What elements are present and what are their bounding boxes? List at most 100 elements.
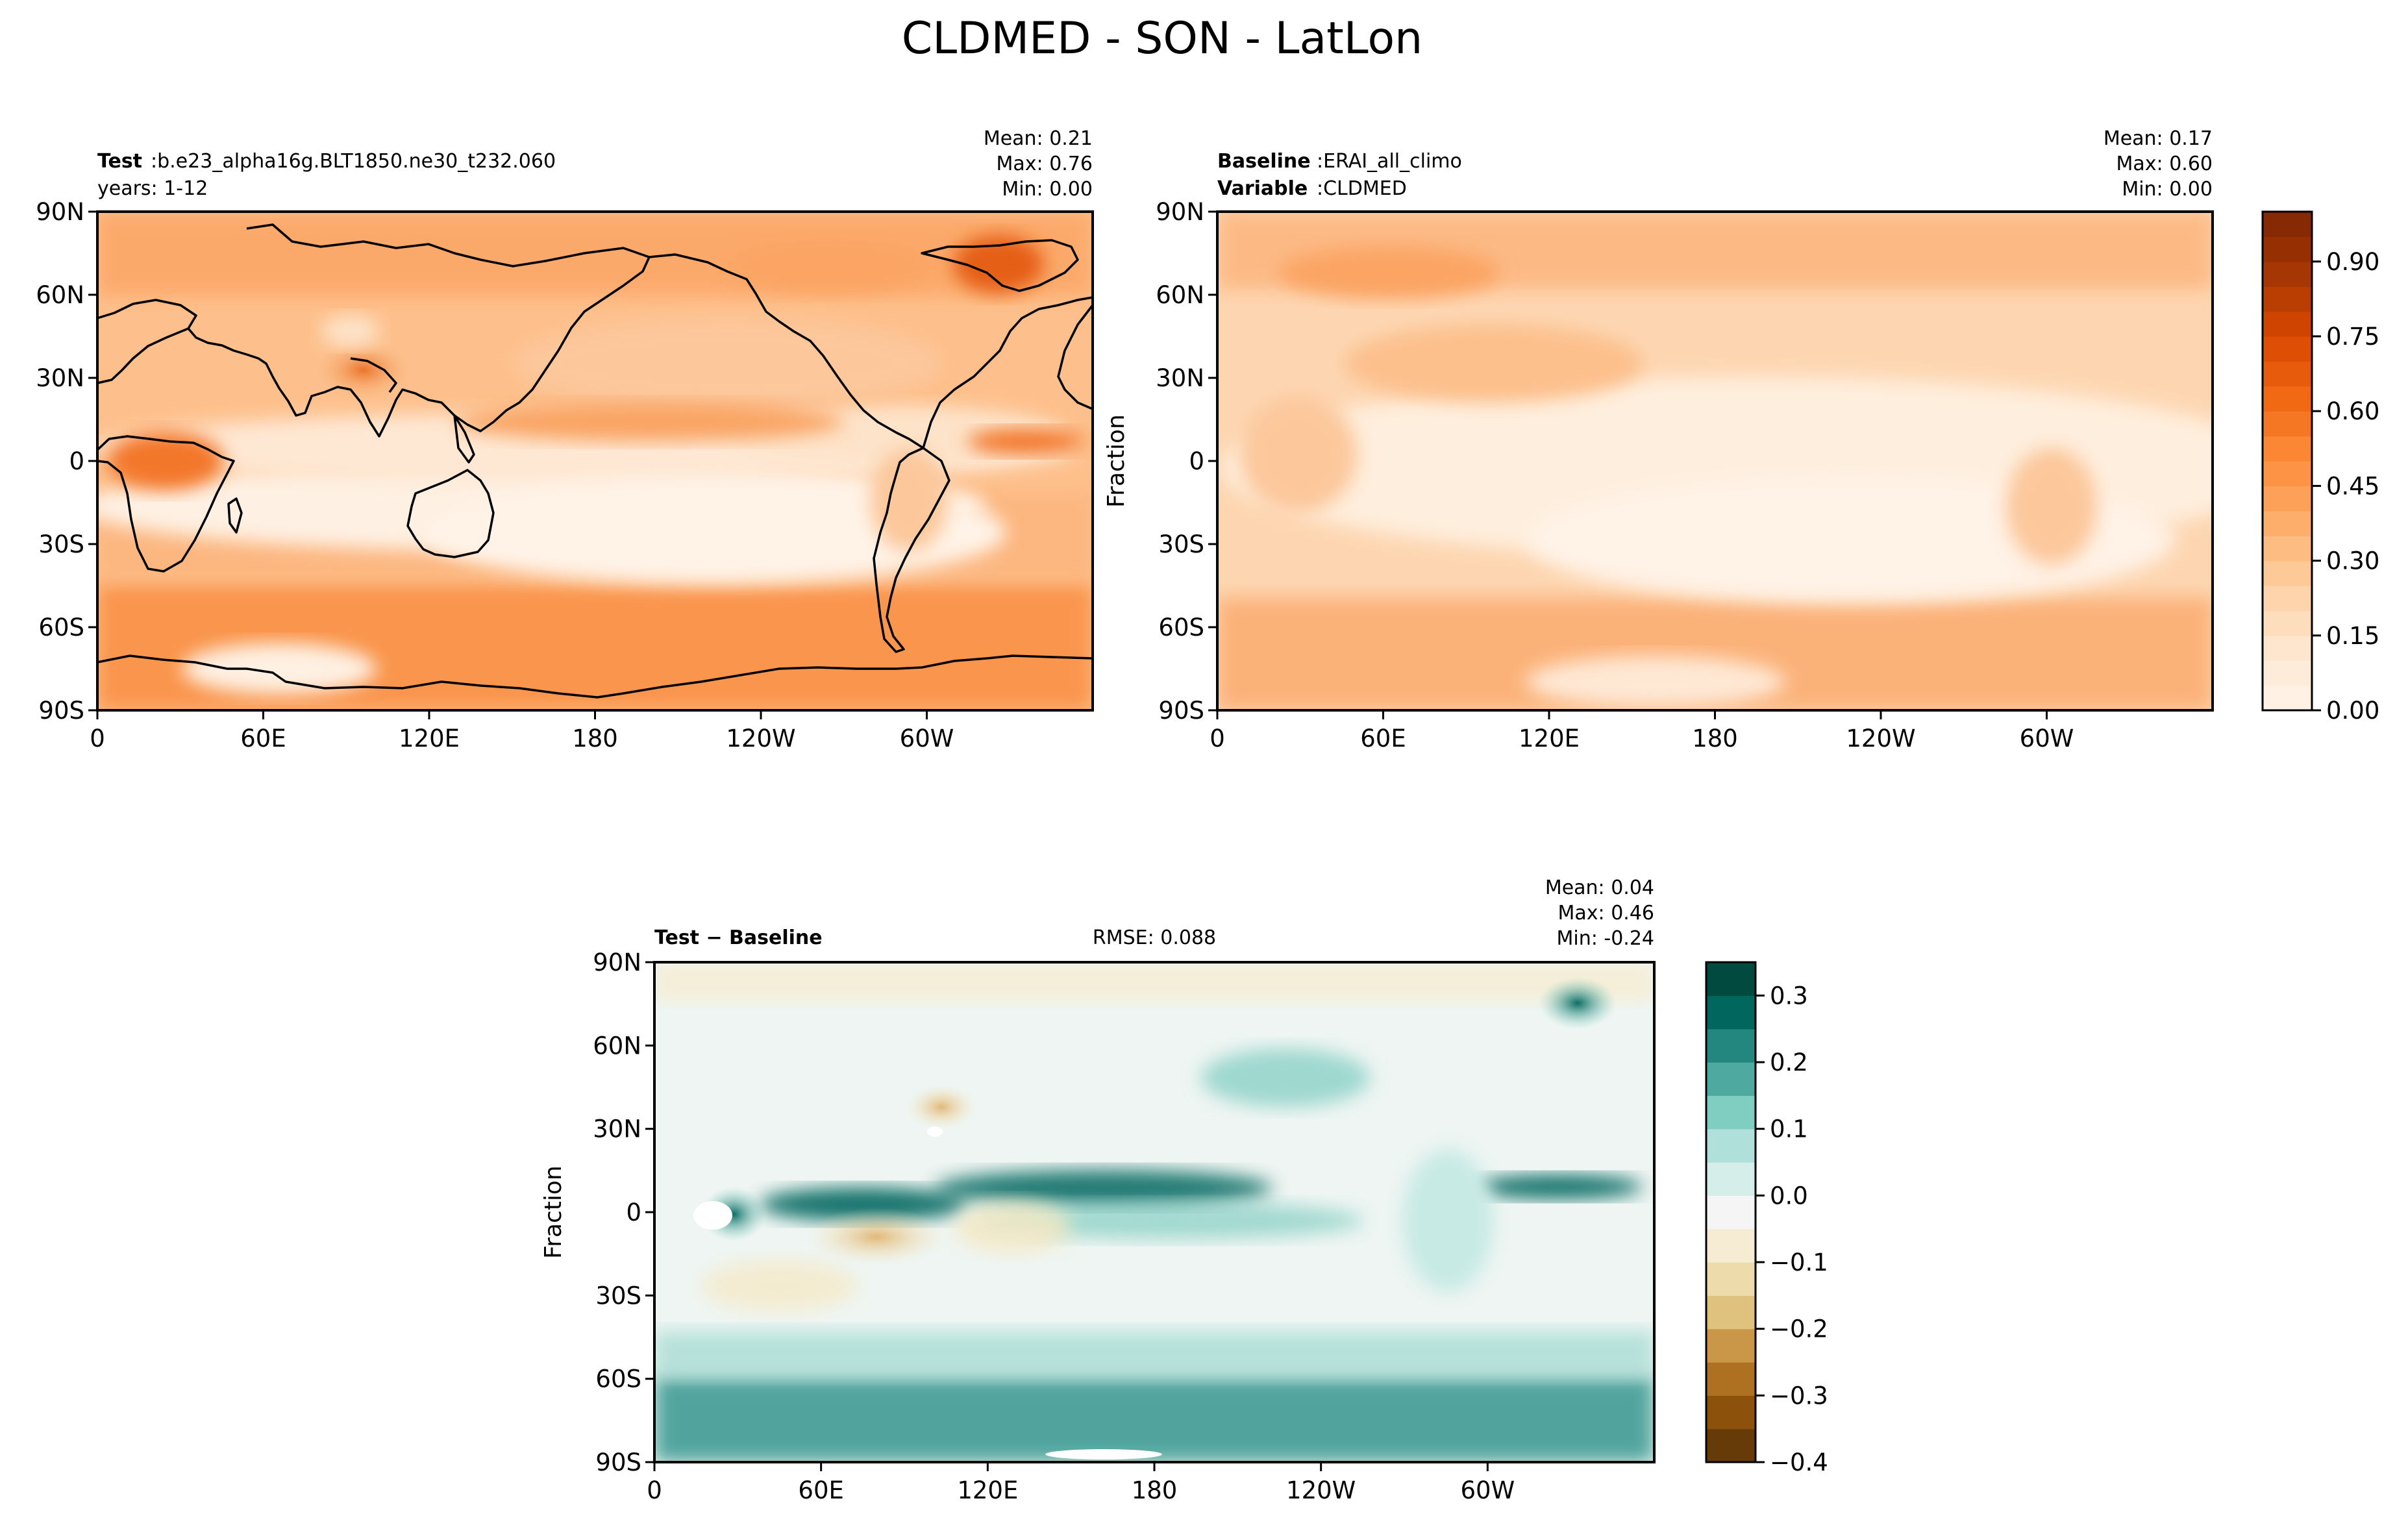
x-tick-label: 0: [90, 725, 105, 752]
colorbar-level: [2263, 411, 2312, 437]
colorbar-level: [1706, 1328, 1756, 1363]
colorbar-level: [2263, 486, 2312, 512]
y-tick-label: 30S: [595, 1282, 641, 1310]
y-tick-label: 60N: [593, 1032, 641, 1060]
colorbar-level: [2263, 536, 2312, 562]
panel-test-max: Max: 0.76: [997, 153, 1093, 175]
panel-diff-max: Max: 0.46: [1558, 902, 1654, 925]
x-tick-label: 180: [572, 725, 618, 752]
colorbar-tick-label: −0.4: [1770, 1448, 1828, 1476]
colorbar-tick-label: 0.0: [1770, 1182, 1808, 1210]
colorbar-tick-label: 0.60: [2326, 397, 2379, 425]
panel-diff-rmse: RMSE: 0.088: [1093, 926, 1216, 949]
y-tick-label: 90N: [36, 198, 84, 226]
panel-diff-field: [654, 962, 1654, 1462]
panel-diff-axes: 0 60E 120E 180 120W 60W 90N 60N 30N 0 30S 60S 90S: [593, 949, 1656, 1504]
x-tick-label: 0: [1210, 725, 1225, 752]
colorbar-level: [1706, 1128, 1756, 1163]
x-tick-label: 60W: [2020, 725, 2074, 752]
colorbar-level: [2263, 361, 2312, 387]
y-tick-label: 30N: [593, 1115, 641, 1143]
colorbar-tick-label: 0.00: [2326, 697, 2379, 725]
y-tick-label: 30N: [1156, 364, 1204, 392]
colorbar-level: [1706, 1295, 1756, 1330]
colorbar-level: [2263, 436, 2312, 462]
colorbar-level: [1706, 1395, 1756, 1430]
panel-baseline-field: [1217, 212, 2213, 710]
colorbar-level: [1706, 1428, 1756, 1463]
colorbar-level: [1706, 962, 1756, 996]
coastline-outlines: [96, 223, 1094, 699]
y-tick-label: 60S: [38, 614, 84, 641]
colorbar-frame: [1705, 961, 1757, 1463]
y-tick-label: 0: [69, 447, 84, 475]
x-tick-label: 120W: [726, 725, 795, 752]
x-tick-label: 120E: [1519, 725, 1580, 752]
colorbar-tick-label: 0.15: [2326, 622, 2379, 650]
panel-test-years: years: 1-12: [97, 177, 208, 200]
y-tick-label: 0: [1189, 447, 1204, 475]
panel-diff-mean: Mean: 0.04: [1545, 876, 1654, 899]
colorbar-level: [2263, 610, 2312, 636]
panel-test-label: Test: [97, 150, 142, 173]
x-tick-label: 60E: [240, 725, 286, 752]
colorbar-tick-label: −0.3: [1770, 1382, 1828, 1410]
y-tick-label: 60N: [36, 281, 84, 309]
panel-baseline-variable: :CLDMED: [1317, 177, 1407, 200]
colorbar-level: [2263, 586, 2312, 611]
panel-baseline: Baseline :ERAI_all_climo Variable :CLDME…: [1103, 127, 2213, 710]
x-tick-label: 60E: [1360, 725, 1406, 752]
colorbar-cb1: 0.00 0.15 0.30 0.45 0.60 0.75 0.90: [2261, 210, 2379, 725]
colorbar-tick-label: 0.30: [2326, 547, 2379, 575]
y-tick-label: 30N: [36, 364, 84, 392]
colorbar-level: [1706, 1028, 1756, 1063]
y-tick-label: 30S: [38, 530, 84, 558]
colorbar-level: [1706, 1195, 1756, 1230]
panel-baseline-variable-label: Variable: [1217, 177, 1308, 200]
x-tick-label: 120W: [1286, 1476, 1356, 1504]
colorbar-level: [1706, 1228, 1756, 1263]
colorbar-level: [2263, 660, 2312, 686]
panel-test-case: :b.e23_alpha16g.BLT1850.ne30_t232.060: [151, 150, 556, 173]
colorbar-level: [2263, 635, 2312, 661]
colorbar-tick-label: 0.1: [1770, 1115, 1808, 1143]
colorbar-level: [2263, 685, 2312, 711]
colorbar-level: [2263, 510, 2312, 536]
colorbar-tick-label: 0.90: [2326, 248, 2379, 276]
colorbar-level: [1706, 1162, 1756, 1196]
panel-baseline-min: Min: 0.00: [2122, 178, 2213, 201]
colorbar-level: [2263, 261, 2312, 287]
panel-baseline-axes: 0 60E 120E 180 120W 60W 90N 60N 30N 0 30S 60S 90S: [1156, 198, 2214, 752]
panel-test-axes: 0 60E 120E 180 120W 60W 90N 60N 30N 0 30S 60S 90S: [36, 198, 1094, 752]
panel-test: Test :b.e23_alpha16g.BLT1850.ne30_t232.0…: [97, 127, 1093, 710]
x-tick-label: 0: [647, 1476, 662, 1504]
x-tick-label: 180: [1692, 725, 1738, 752]
colorbar-tick-label: −0.2: [1770, 1315, 1828, 1343]
panel-baseline-ylabel: Fraction: [1103, 414, 1130, 508]
y-tick-label: 90N: [593, 949, 641, 976]
colorbar-tick-label: −0.1: [1770, 1249, 1828, 1276]
x-tick-label: 180: [1132, 1476, 1178, 1504]
x-tick-label: 60W: [1460, 1476, 1515, 1504]
colorbar-level: [2263, 386, 2312, 412]
panel-difference: Test − Baseline RMSE: 0.088 Mean: 0.04 M…: [540, 876, 1654, 1462]
panel-baseline-max: Max: 0.60: [2116, 153, 2213, 175]
colorbar-tick-label: 0.3: [1770, 982, 1808, 1010]
y-tick-label: 30S: [1158, 530, 1204, 558]
y-tick-label: 0: [626, 1199, 641, 1226]
panel-baseline-label: Baseline: [1217, 150, 1311, 173]
colorbar-level: [2263, 236, 2312, 262]
colorbar-level: [2263, 286, 2312, 312]
y-tick-label: 90N: [1156, 198, 1204, 226]
colorbar-tick-label: 0.75: [2326, 323, 2379, 351]
colorbar-level: [1706, 1262, 1756, 1296]
colorbar-cb2: 0.3 0.2 0.1 0.0 −0.1 −0.2 −0.3 −0.4: [1705, 961, 1828, 1476]
colorbar-level: [2263, 212, 2312, 237]
colorbar-tick-label: 0.45: [2326, 472, 2379, 500]
panel-diff-min: Min: -0.24: [1557, 927, 1655, 950]
colorbar-level: [2263, 311, 2312, 337]
colorbar-frame: [2261, 210, 2313, 712]
panel-baseline-case: :ERAI_all_climo: [1317, 150, 1462, 173]
